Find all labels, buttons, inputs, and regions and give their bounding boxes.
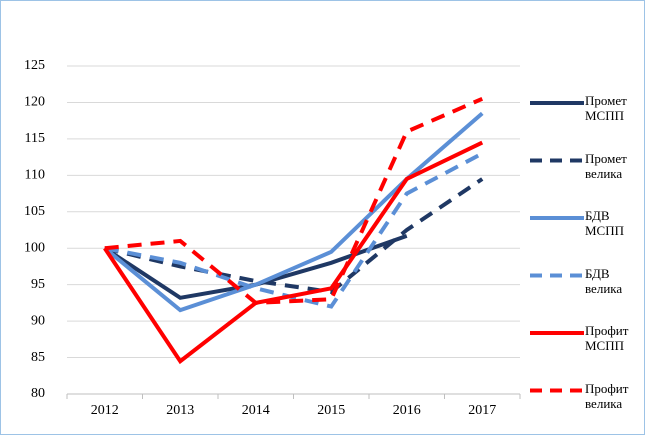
y-tick-label: 105: [24, 204, 45, 219]
legend-label: Профит МСПП: [585, 323, 629, 353]
legend-label: Промет велика: [585, 150, 627, 181]
x-tick-label: 2012: [91, 403, 119, 418]
y-tick-label: 125: [24, 58, 45, 73]
series-line: [104, 177, 484, 295]
series-line: [103, 140, 484, 365]
x-tick-label: 2016: [393, 403, 421, 418]
y-tick-label: 120: [24, 95, 45, 110]
y-tick-label: 85: [31, 350, 45, 365]
legend-label: Профит велика: [585, 380, 629, 411]
series-line: [103, 111, 484, 313]
y-tick-label: 80: [31, 386, 45, 401]
x-tick-label: 2014: [242, 403, 270, 418]
y-tick-label: 95: [31, 277, 45, 292]
legend-label: БДВ велика: [585, 265, 623, 296]
y-tick-label: 110: [25, 168, 45, 183]
x-tick-label: 2013: [166, 403, 194, 418]
x-tick-label: 2015: [317, 403, 345, 418]
legend-label: БДВ МСПП: [585, 208, 625, 238]
series-line: [104, 96, 484, 305]
y-tick-label: 90: [31, 313, 45, 328]
y-tick-label: 115: [25, 131, 45, 146]
y-tick-label: 100: [24, 240, 45, 255]
x-tick-label: 2017: [468, 403, 496, 418]
legend-label: Промет МСПП: [585, 93, 627, 123]
